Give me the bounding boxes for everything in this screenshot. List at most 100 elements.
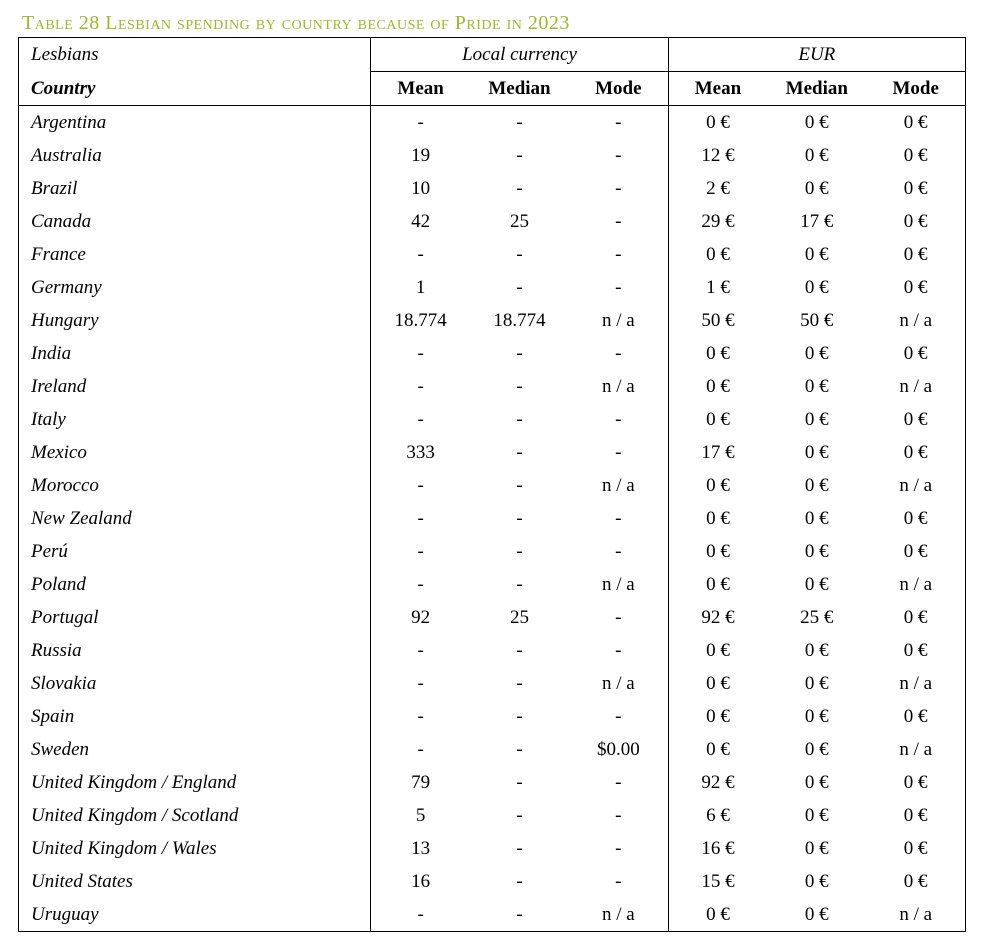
value-cell: - — [569, 238, 668, 271]
value-cell: - — [470, 238, 569, 271]
country-cell: United States — [19, 865, 371, 898]
country-cell: Poland — [19, 568, 371, 601]
country-cell: New Zealand — [19, 502, 371, 535]
value-cell: - — [470, 271, 569, 304]
value-cell: 1 — [371, 271, 470, 304]
header-group-eur: EUR — [668, 38, 965, 72]
country-cell: Sweden — [19, 733, 371, 766]
country-cell: India — [19, 337, 371, 370]
value-cell: 0 € — [767, 865, 866, 898]
header-col-5: Mode — [866, 72, 965, 106]
country-cell: United Kingdom / Wales — [19, 832, 371, 865]
value-cell: 0 € — [668, 106, 767, 140]
value-cell: - — [569, 436, 668, 469]
value-cell: n / a — [569, 370, 668, 403]
value-cell: 0 € — [767, 271, 866, 304]
value-cell: 0 € — [866, 271, 965, 304]
value-cell: n / a — [866, 304, 965, 337]
value-cell: - — [470, 667, 569, 700]
value-cell: 12 € — [668, 139, 767, 172]
country-cell: Russia — [19, 634, 371, 667]
table-row: Argentina---0 €0 €0 € — [19, 106, 966, 140]
value-cell: 0 € — [767, 799, 866, 832]
value-cell: n / a — [569, 304, 668, 337]
value-cell: - — [569, 502, 668, 535]
value-cell: 0 € — [767, 106, 866, 140]
value-cell: 0 € — [767, 337, 866, 370]
value-cell: 6 € — [668, 799, 767, 832]
value-cell: - — [569, 865, 668, 898]
value-cell: 0 € — [668, 535, 767, 568]
table-row: France---0 €0 €0 € — [19, 238, 966, 271]
value-cell: 25 — [470, 205, 569, 238]
value-cell: 0 € — [866, 832, 965, 865]
value-cell: 0 € — [668, 733, 767, 766]
value-cell: - — [569, 271, 668, 304]
country-cell: Hungary — [19, 304, 371, 337]
value-cell: - — [371, 469, 470, 502]
value-cell: - — [470, 370, 569, 403]
header-col-0: Mean — [371, 72, 470, 106]
value-cell: 0 € — [866, 436, 965, 469]
value-cell: 10 — [371, 172, 470, 205]
value-cell: 25 — [470, 601, 569, 634]
header-row-1: Lesbians Local currency EUR — [19, 38, 966, 72]
table-row: Australia19--12 €0 €0 € — [19, 139, 966, 172]
table-row: Hungary18.77418.774n / a50 €50 €n / a — [19, 304, 966, 337]
value-cell: 0 € — [866, 172, 965, 205]
value-cell: 17 € — [668, 436, 767, 469]
value-cell: 0 € — [866, 700, 965, 733]
country-cell: France — [19, 238, 371, 271]
value-cell: - — [470, 139, 569, 172]
value-cell: n / a — [866, 898, 965, 932]
table-row: United Kingdom / England79--92 €0 €0 € — [19, 766, 966, 799]
header-col-4: Median — [767, 72, 866, 106]
table-caption: Table 28 Lesbian spending by country bec… — [22, 12, 967, 35]
value-cell: 0 € — [866, 799, 965, 832]
country-cell: Ireland — [19, 370, 371, 403]
value-cell: 0 € — [668, 403, 767, 436]
value-cell: 0 € — [668, 898, 767, 932]
country-cell: Brazil — [19, 172, 371, 205]
value-cell: - — [569, 634, 668, 667]
value-cell: 0 € — [866, 238, 965, 271]
value-cell: 0 € — [866, 403, 965, 436]
value-cell: 0 € — [767, 403, 866, 436]
value-cell: n / a — [569, 469, 668, 502]
table-row: Poland--n / a0 €0 €n / a — [19, 568, 966, 601]
value-cell: - — [470, 634, 569, 667]
value-cell: - — [371, 106, 470, 140]
value-cell: n / a — [866, 667, 965, 700]
value-cell: 92 € — [668, 601, 767, 634]
value-cell: 0 € — [866, 634, 965, 667]
value-cell: - — [371, 700, 470, 733]
value-cell: 0 € — [767, 733, 866, 766]
value-cell: n / a — [866, 469, 965, 502]
value-cell: - — [470, 172, 569, 205]
value-cell: n / a — [866, 733, 965, 766]
value-cell: 0 € — [668, 667, 767, 700]
country-cell: Germany — [19, 271, 371, 304]
table-row: Morocco--n / a0 €0 €n / a — [19, 469, 966, 502]
country-cell: Portugal — [19, 601, 371, 634]
value-cell: - — [470, 469, 569, 502]
value-cell: 0 € — [866, 865, 965, 898]
value-cell: - — [371, 568, 470, 601]
value-cell: 0 € — [866, 502, 965, 535]
value-cell: 0 € — [866, 106, 965, 140]
country-cell: Perú — [19, 535, 371, 568]
country-cell: Mexico — [19, 436, 371, 469]
value-cell: - — [470, 535, 569, 568]
country-cell: Argentina — [19, 106, 371, 140]
value-cell: 16 — [371, 865, 470, 898]
header-row-2: Country Mean Median Mode Mean Median Mod… — [19, 72, 966, 106]
value-cell: 92 € — [668, 766, 767, 799]
value-cell: 0 € — [668, 238, 767, 271]
value-cell: - — [569, 337, 668, 370]
header-country: Country — [19, 72, 371, 106]
table-row: Mexico333--17 €0 €0 € — [19, 436, 966, 469]
table-row: New Zealand---0 €0 €0 € — [19, 502, 966, 535]
value-cell: 0 € — [767, 667, 866, 700]
value-cell: - — [569, 106, 668, 140]
table-row: Spain---0 €0 €0 € — [19, 700, 966, 733]
